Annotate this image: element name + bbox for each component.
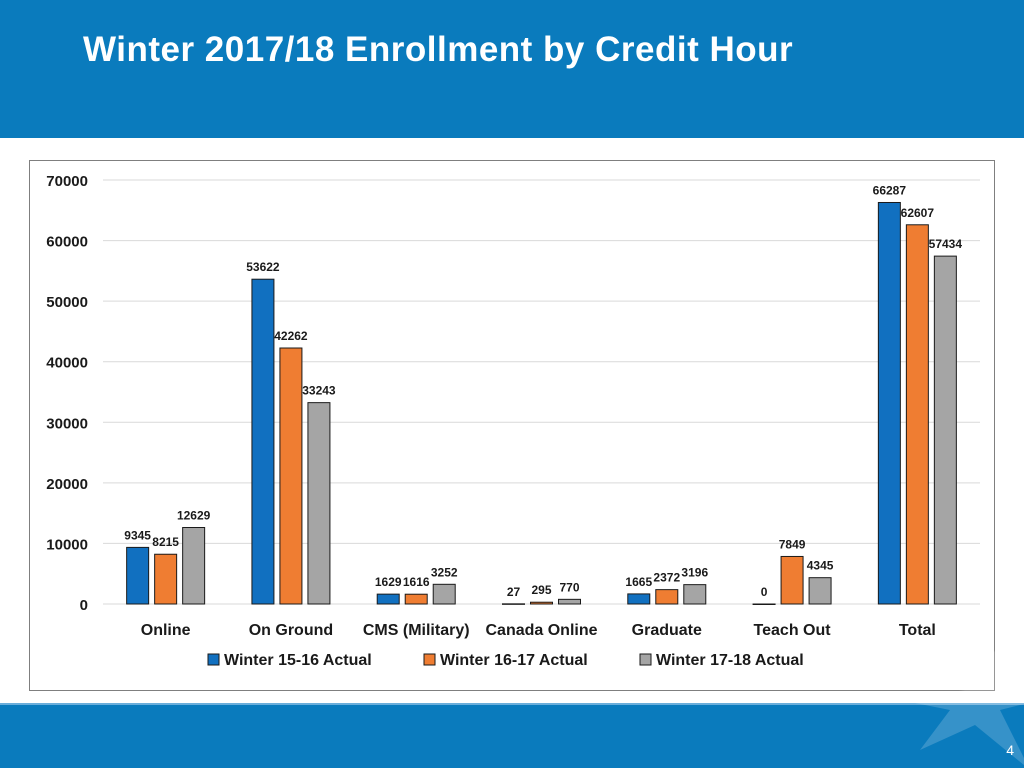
bar: [432, 583, 456, 605]
bar: [683, 584, 707, 605]
data-label: 62607: [901, 206, 935, 220]
x-category-label: Canada Online: [485, 622, 597, 639]
y-tick-label: 0: [80, 597, 88, 614]
legend-label: Winter 16-17 Actual: [440, 652, 588, 669]
data-label: 0: [761, 585, 768, 599]
x-category-label: Online: [141, 622, 191, 639]
bar: [558, 598, 581, 605]
y-tick-label: 10000: [46, 536, 88, 553]
footer-bar: [0, 705, 1024, 768]
bar: [307, 402, 331, 605]
legend-label: Winter 17-18 Actual: [656, 652, 804, 669]
legend-swatch: [639, 653, 652, 666]
page-number: 4: [1006, 742, 1014, 758]
data-label: 33243: [302, 384, 336, 398]
bar: [154, 553, 178, 605]
data-label: 295: [531, 583, 551, 597]
legend-label: Winter 15-16 Actual: [224, 652, 372, 669]
bar: [279, 347, 303, 605]
bar: [877, 201, 901, 605]
bar-chart: 0 10000 20000 30000 40000 50000 60000 70000 9345…: [46, 173, 980, 669]
logo-watermark-icon: [900, 640, 1024, 766]
bar: [780, 555, 804, 605]
page-title: Winter 2017/18 Enrollment by Credit Hour: [83, 30, 794, 69]
data-label: 770: [559, 580, 579, 594]
y-tick-label: 30000: [46, 415, 88, 432]
bar: [655, 589, 679, 605]
data-label: 1616: [403, 575, 430, 589]
legend-swatch: [423, 653, 436, 666]
data-label: 27: [507, 585, 521, 599]
data-label: 3196: [681, 566, 708, 580]
x-category-label: Teach Out: [754, 622, 832, 639]
legend-swatch: [207, 653, 220, 666]
bar: [752, 603, 776, 605]
x-category-label: Total: [899, 622, 936, 639]
bar: [182, 527, 206, 605]
bar: [251, 278, 275, 605]
bar: [530, 601, 553, 605]
data-label: 9345: [124, 528, 151, 542]
bar: [808, 577, 832, 605]
data-label: 4345: [807, 559, 834, 573]
data-label: 57434: [929, 237, 963, 251]
bar: [376, 593, 400, 605]
x-category-label: On Ground: [249, 622, 333, 639]
bar: [933, 255, 957, 605]
data-label: 12629: [177, 509, 211, 523]
bar: [627, 593, 651, 605]
y-tick-label: 60000: [46, 234, 88, 251]
chart-container: 0 10000 20000 30000 40000 50000 60000 70000 9345…: [29, 160, 995, 691]
y-tick-label: 70000: [46, 173, 88, 190]
data-label: 7849: [779, 537, 806, 551]
bar: [126, 546, 150, 605]
data-label: 66287: [873, 183, 907, 197]
x-category-label: CMS (Military): [363, 622, 470, 639]
bar: [905, 224, 929, 605]
bar: [404, 593, 428, 605]
data-label: 8215: [152, 535, 179, 549]
y-tick-label: 40000: [46, 355, 88, 372]
y-tick-label: 50000: [46, 294, 88, 311]
data-label: 42262: [274, 329, 308, 343]
x-category-label: Graduate: [632, 622, 702, 639]
y-tick-label: 20000: [46, 476, 88, 493]
data-label: 53622: [246, 260, 280, 274]
header-bar: [0, 0, 1024, 138]
data-label: 2372: [653, 571, 680, 585]
bar: [502, 603, 525, 605]
data-label: 1665: [625, 575, 652, 589]
data-label: 1629: [375, 575, 402, 589]
footer-divider: [0, 703, 1024, 706]
data-label: 3252: [431, 565, 458, 579]
